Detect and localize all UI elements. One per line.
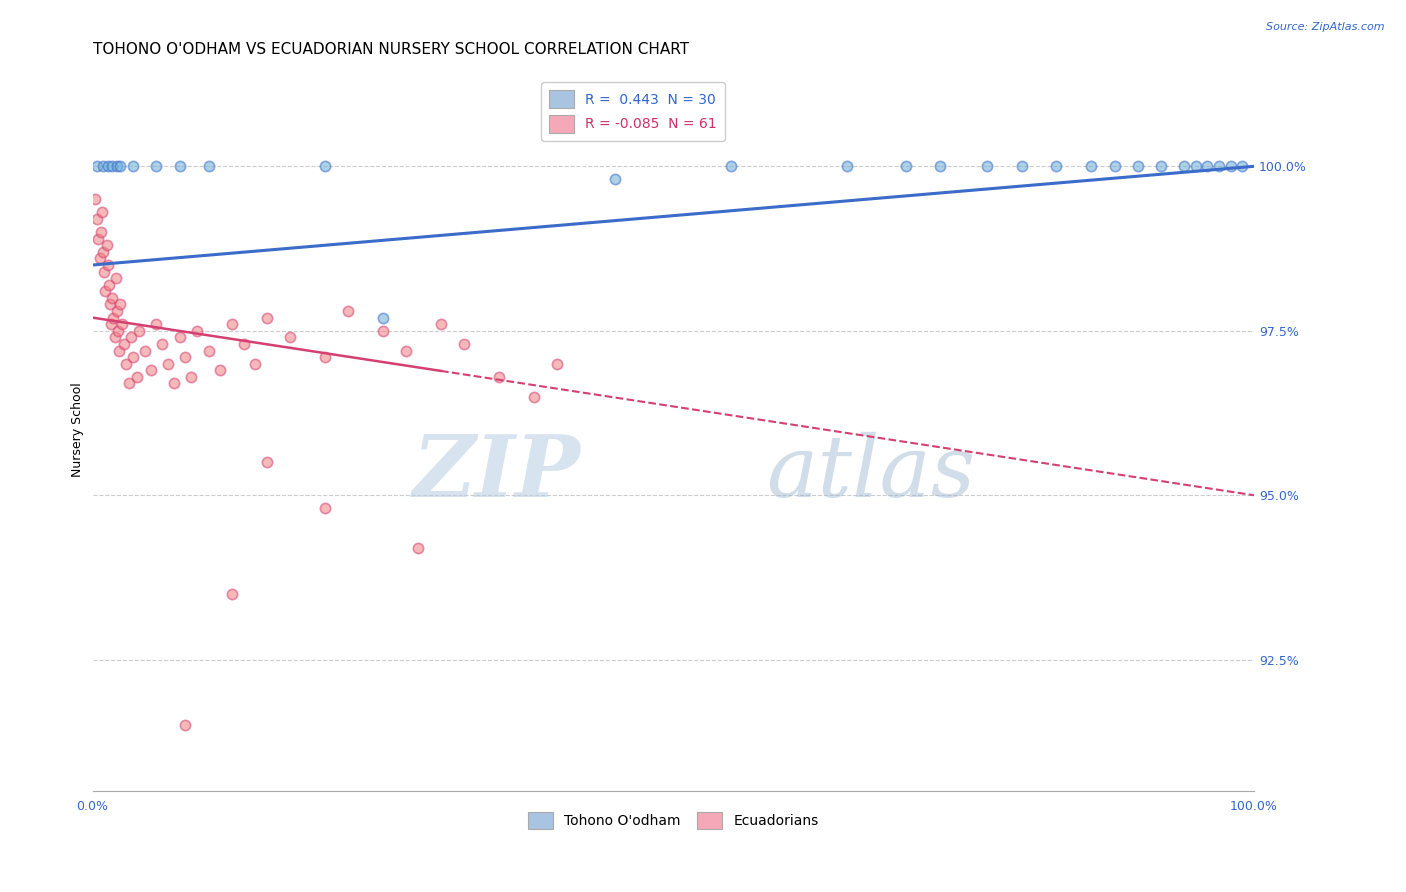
Point	[523, 390, 546, 404]
Text: TOHONO O'ODHAM VS ECUADORIAN NURSERY SCHOOL CORRELATION CHART: TOHONO O'ODHAM VS ECUADORIAN NURSERY SCH…	[93, 42, 689, 57]
Point	[371, 310, 394, 325]
Point	[180, 369, 202, 384]
Legend: Tohono O'odham, Ecuadorians: Tohono O'odham, Ecuadorians	[523, 806, 824, 835]
Point	[157, 357, 180, 371]
Point	[112, 337, 135, 351]
Point	[98, 297, 121, 311]
Point	[104, 330, 127, 344]
Point	[91, 159, 114, 173]
Point	[837, 159, 859, 173]
Point	[929, 159, 952, 173]
Point	[108, 343, 131, 358]
Point	[97, 159, 120, 173]
Point	[94, 285, 117, 299]
Text: ZIP: ZIP	[412, 431, 581, 515]
Point	[314, 159, 336, 173]
Point	[256, 310, 278, 325]
Point	[1185, 159, 1208, 173]
Point	[104, 271, 127, 285]
Point	[90, 205, 112, 219]
Point	[134, 343, 156, 358]
Point	[86, 211, 108, 226]
Point	[120, 330, 142, 344]
Point	[894, 159, 917, 173]
Point	[453, 337, 475, 351]
Point	[243, 357, 266, 371]
Point	[122, 159, 145, 173]
Point	[90, 225, 112, 239]
Point	[125, 369, 148, 384]
Point	[605, 172, 627, 186]
Point	[1173, 159, 1195, 173]
Point	[91, 244, 114, 259]
Point	[1232, 159, 1254, 173]
Point	[1080, 159, 1102, 173]
Point	[83, 192, 105, 206]
Y-axis label: Nursery School: Nursery School	[72, 382, 84, 477]
Point	[122, 350, 145, 364]
Point	[174, 350, 197, 364]
Point	[256, 455, 278, 469]
Point	[169, 159, 191, 173]
Point	[976, 159, 998, 173]
Point	[110, 317, 132, 331]
Point	[371, 324, 394, 338]
Text: atlas: atlas	[766, 432, 976, 514]
Point	[278, 330, 301, 344]
Point	[430, 317, 453, 331]
Point	[488, 369, 510, 384]
Point	[174, 718, 197, 732]
Point	[145, 159, 167, 173]
Point	[105, 159, 128, 173]
Point	[87, 232, 110, 246]
Point	[96, 238, 118, 252]
Point	[546, 357, 568, 371]
Point	[101, 291, 124, 305]
Point	[145, 317, 167, 331]
Point	[720, 159, 742, 173]
Point	[107, 324, 129, 338]
Point	[395, 343, 418, 358]
Point	[128, 324, 150, 338]
Point	[117, 376, 139, 391]
Point	[197, 343, 219, 358]
Point	[1197, 159, 1219, 173]
Point	[1150, 159, 1173, 173]
Point	[89, 252, 111, 266]
Point	[101, 159, 124, 173]
Point	[1208, 159, 1230, 173]
Point	[1045, 159, 1067, 173]
Text: Source: ZipAtlas.com: Source: ZipAtlas.com	[1267, 22, 1385, 32]
Point	[93, 264, 115, 278]
Point	[105, 304, 128, 318]
Point	[110, 159, 132, 173]
Point	[209, 363, 232, 377]
Point	[110, 297, 132, 311]
Point	[314, 350, 336, 364]
Point	[139, 363, 162, 377]
Point	[406, 541, 429, 555]
Point	[232, 337, 254, 351]
Point	[150, 337, 173, 351]
Point	[186, 324, 208, 338]
Point	[163, 376, 186, 391]
Point	[314, 501, 336, 516]
Point	[97, 258, 120, 272]
Point	[97, 277, 120, 292]
Point	[169, 330, 191, 344]
Point	[1104, 159, 1126, 173]
Point	[115, 357, 138, 371]
Point	[197, 159, 219, 173]
Point	[103, 310, 125, 325]
Point	[221, 587, 243, 601]
Point	[337, 304, 360, 318]
Point	[86, 159, 108, 173]
Point	[1126, 159, 1149, 173]
Point	[1011, 159, 1033, 173]
Point	[1219, 159, 1241, 173]
Point	[221, 317, 243, 331]
Point	[100, 317, 122, 331]
